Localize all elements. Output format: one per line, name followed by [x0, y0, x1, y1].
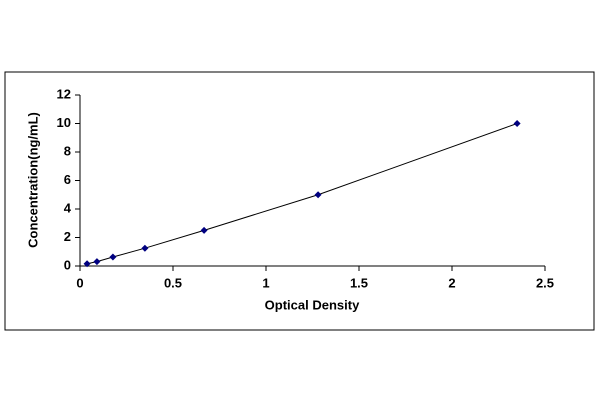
point — [200, 226, 208, 234]
y-tick-label: 8 — [64, 143, 71, 158]
point — [513, 120, 521, 127]
y-tick-label: 6 — [64, 172, 71, 187]
y-axis-label: Concentration(ng/mL) — [25, 112, 40, 248]
point — [83, 260, 91, 268]
point — [314, 191, 322, 199]
x-tick-label: 2 — [448, 275, 455, 290]
y-tick-label: 10 — [57, 115, 71, 130]
x-tick-label: 1 — [262, 275, 269, 290]
point — [141, 244, 149, 252]
y-tick-label: 0 — [64, 257, 71, 272]
x-tick-label: 0.5 — [164, 275, 182, 290]
point — [109, 253, 117, 261]
x-tick-label: 0 — [76, 275, 83, 290]
x-tick-label: 1.5 — [350, 275, 368, 290]
x-axis-label: Optical Density — [265, 297, 360, 312]
y-tick-label: 2 — [64, 229, 71, 244]
y-tick-label: 12 — [57, 86, 71, 101]
x-tick-label: 2.5 — [536, 275, 554, 290]
y-tick-label: 4 — [64, 200, 72, 215]
point — [93, 258, 101, 266]
